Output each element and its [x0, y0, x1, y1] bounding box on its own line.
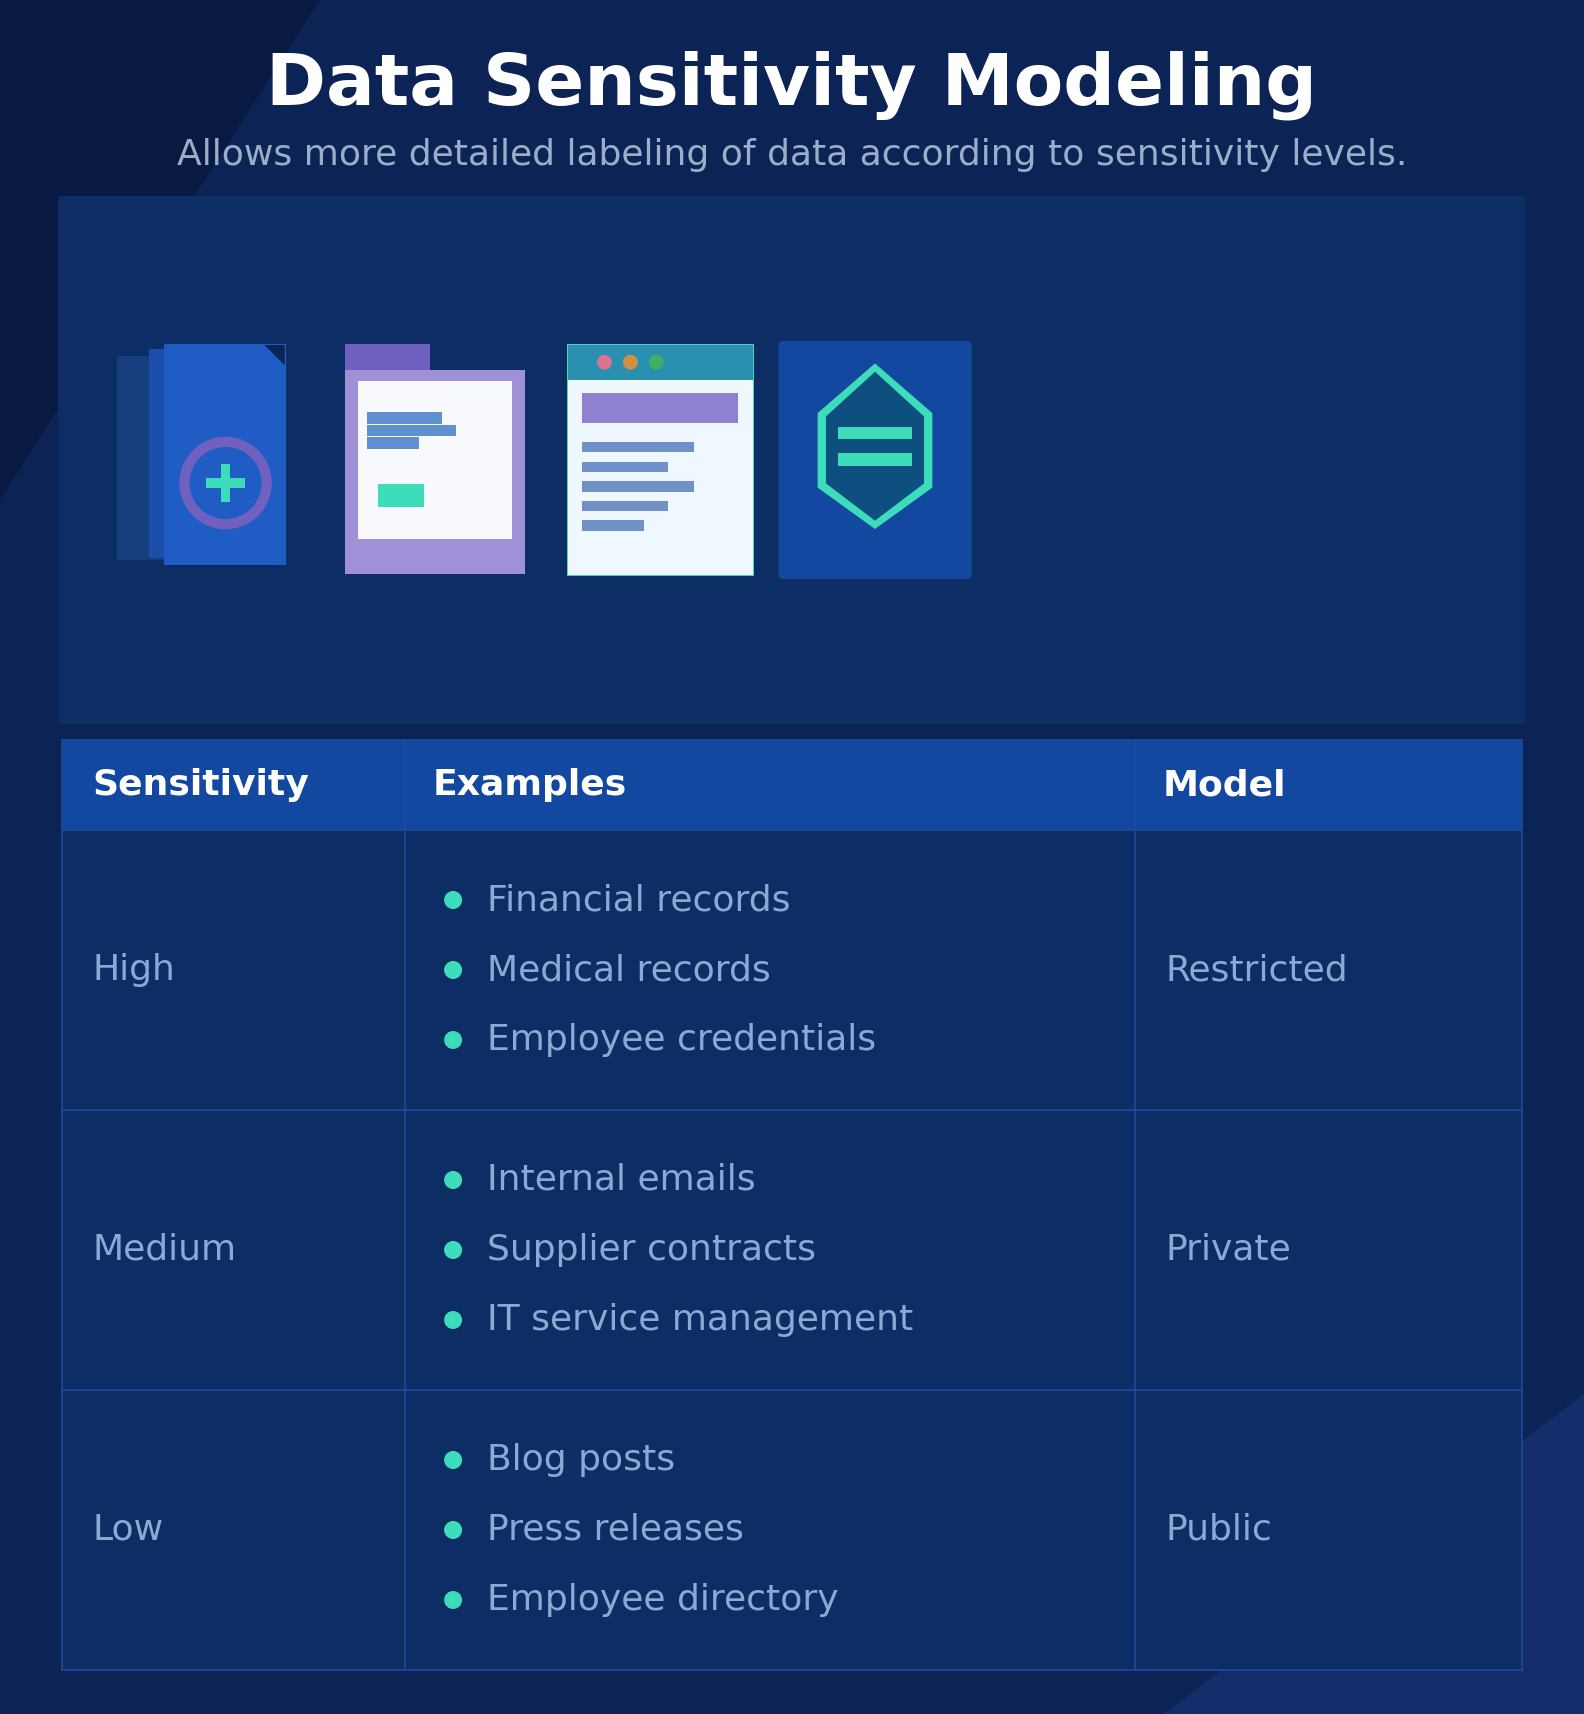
Polygon shape	[252, 350, 269, 369]
FancyBboxPatch shape	[366, 425, 456, 435]
Text: Financial records: Financial records	[488, 883, 790, 917]
Circle shape	[444, 1520, 463, 1539]
Circle shape	[190, 447, 261, 519]
Text: High: High	[92, 953, 174, 987]
Polygon shape	[825, 372, 923, 521]
Text: Restricted: Restricted	[1166, 953, 1348, 987]
FancyBboxPatch shape	[838, 427, 912, 439]
Circle shape	[597, 355, 611, 370]
Polygon shape	[1164, 1393, 1584, 1714]
Polygon shape	[0, 0, 320, 500]
Text: IT service management: IT service management	[488, 1303, 914, 1337]
Text: Press releases: Press releases	[488, 1513, 744, 1548]
FancyBboxPatch shape	[358, 381, 512, 540]
FancyBboxPatch shape	[149, 348, 271, 557]
Text: Public: Public	[1166, 1513, 1272, 1548]
Text: Data Sensitivity Modeling: Data Sensitivity Modeling	[266, 50, 1318, 120]
FancyBboxPatch shape	[838, 452, 912, 466]
FancyBboxPatch shape	[345, 345, 431, 374]
FancyBboxPatch shape	[583, 442, 694, 452]
Circle shape	[444, 1591, 463, 1609]
Circle shape	[444, 1452, 463, 1469]
Circle shape	[649, 355, 664, 370]
Text: Model: Model	[1163, 768, 1286, 802]
FancyBboxPatch shape	[62, 740, 1522, 830]
Circle shape	[444, 891, 463, 908]
Text: Employee directory: Employee directory	[488, 1584, 838, 1616]
FancyBboxPatch shape	[345, 370, 524, 574]
FancyBboxPatch shape	[567, 345, 754, 576]
FancyBboxPatch shape	[567, 379, 752, 574]
FancyBboxPatch shape	[377, 483, 425, 507]
FancyBboxPatch shape	[220, 463, 230, 502]
FancyBboxPatch shape	[59, 195, 1525, 723]
Circle shape	[444, 1032, 463, 1049]
Text: Employee credentials: Employee credentials	[488, 1023, 876, 1058]
Circle shape	[623, 355, 638, 370]
FancyBboxPatch shape	[62, 1390, 1522, 1669]
Text: Internal emails: Internal emails	[488, 1164, 756, 1196]
Circle shape	[444, 962, 463, 979]
FancyBboxPatch shape	[117, 355, 239, 560]
FancyBboxPatch shape	[583, 482, 694, 492]
Text: Medical records: Medical records	[488, 953, 771, 987]
Circle shape	[179, 437, 272, 530]
FancyBboxPatch shape	[583, 393, 738, 423]
FancyBboxPatch shape	[163, 345, 285, 564]
FancyBboxPatch shape	[62, 830, 1522, 1111]
Text: Low: Low	[92, 1513, 163, 1548]
Text: Blog posts: Blog posts	[488, 1443, 675, 1477]
Text: Private: Private	[1166, 1232, 1291, 1267]
FancyBboxPatch shape	[366, 437, 418, 449]
FancyBboxPatch shape	[62, 1111, 1522, 1390]
Text: Allows more detailed labeling of data according to sensitivity levels.: Allows more detailed labeling of data ac…	[177, 139, 1407, 171]
Polygon shape	[817, 363, 933, 530]
FancyBboxPatch shape	[567, 345, 752, 379]
FancyBboxPatch shape	[778, 341, 971, 579]
Text: Medium: Medium	[92, 1232, 236, 1267]
Text: Supplier contracts: Supplier contracts	[488, 1232, 816, 1267]
Polygon shape	[220, 357, 239, 375]
FancyBboxPatch shape	[206, 478, 246, 487]
Circle shape	[444, 1171, 463, 1190]
Text: Examples: Examples	[432, 768, 627, 802]
Circle shape	[444, 1241, 463, 1260]
Text: Sensitivity: Sensitivity	[92, 768, 309, 802]
Circle shape	[444, 1311, 463, 1328]
FancyBboxPatch shape	[583, 461, 668, 471]
FancyBboxPatch shape	[583, 500, 668, 511]
FancyBboxPatch shape	[366, 411, 442, 423]
Polygon shape	[265, 345, 285, 365]
FancyBboxPatch shape	[583, 521, 645, 531]
